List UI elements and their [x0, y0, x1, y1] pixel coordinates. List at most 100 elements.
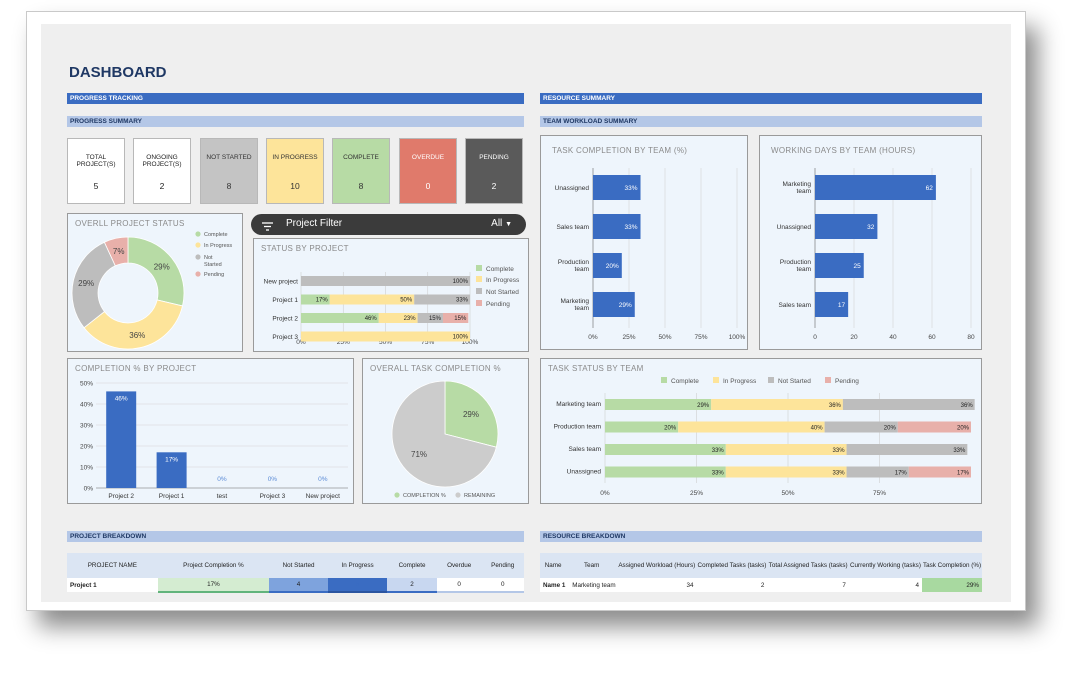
data-label: 0%: [318, 476, 328, 483]
column-header: Complete: [387, 553, 437, 578]
category-label: Project 1: [272, 297, 298, 304]
table-cell: 4: [848, 578, 923, 592]
data-label: 29%: [619, 302, 632, 309]
legend-swatch: [476, 276, 482, 282]
legend-swatch: [195, 271, 201, 277]
task-status-by-team-title: TASK STATUS BY TEAM: [548, 364, 644, 373]
column-header: Pending: [481, 553, 524, 578]
overall-project-status-chart: 29% 36% 29% 7% Complete In Progress NotStarted…: [71, 231, 232, 350]
category-label: Sales team: [556, 224, 589, 231]
category-label: Production team: [554, 424, 601, 431]
bar-segment: [442, 313, 469, 323]
x-tick-label: 100%: [462, 339, 479, 346]
project-filter-label: Project Filter: [286, 218, 343, 229]
pie-slice: [444, 380, 499, 448]
dashboard-sheet: DASHBOARD PROGRESS TRACKING PROGRESS SUM…: [41, 24, 1011, 602]
x-tick-label: 50%: [379, 339, 392, 346]
bar-segment: [605, 399, 712, 410]
resource-breakdown-table: Name Team Assigned Workload (Hours) Complet…: [540, 553, 982, 592]
slice-label: 29%: [78, 279, 94, 288]
category-label: team: [797, 266, 811, 273]
x-tick-label: 0%: [600, 490, 610, 497]
kpi-tile: COMPLETE 8: [332, 138, 390, 204]
column-header: Currently Working (tasks): [848, 553, 923, 578]
data-label: 15%: [429, 316, 442, 322]
table-cell: Project 1: [67, 578, 158, 592]
section-progress-summary: PROGRESS SUMMARY: [67, 116, 524, 127]
category-label: Sales team: [778, 302, 811, 309]
x-tick-label: 100%: [729, 334, 746, 341]
slice-label: 71%: [411, 450, 427, 459]
table-cell: 17%: [157, 578, 270, 593]
legend-swatch: [195, 254, 201, 260]
kpi-label: ONGOING PROJECT(S): [142, 154, 182, 168]
legend-label: Pending: [486, 301, 510, 308]
bar: [815, 214, 878, 239]
bar-segment: [846, 466, 909, 478]
kpi-tile: TOTAL PROJECT(S) 5: [67, 138, 125, 204]
category-label: Unassigned: [567, 469, 602, 476]
overall-project-status-panel: OVERLL PROJECT STATUS 29% 36% 29% 7% Complet…: [67, 213, 243, 352]
category-label: Marketing team: [556, 401, 601, 408]
section-team-workload-summary: TEAM WORKLOAD SUMMARY: [540, 116, 982, 127]
bar-segment: [711, 399, 843, 410]
kpi-value: 0: [425, 181, 431, 191]
data-label: 36%: [961, 403, 974, 409]
table-row: Name 1 Marketing team 34 2 7 4 29%: [540, 578, 982, 592]
data-label: 20%: [884, 426, 897, 432]
data-label: 46%: [365, 316, 378, 322]
legend-swatch: [195, 242, 201, 248]
legend-label: Not Started: [486, 289, 519, 296]
bar: [815, 253, 864, 278]
data-label: 50%: [400, 298, 413, 304]
data-label: 33%: [833, 471, 846, 477]
category-label: test: [217, 493, 228, 500]
overall-task-completion-chart: 29% 71% COMPLETION % REMAINING: [391, 380, 499, 499]
table-cell: 6: [327, 578, 388, 593]
legend-swatch: [661, 377, 667, 383]
donut-slice: [103, 236, 129, 267]
legend-swatch: [476, 300, 482, 306]
table-cell: Name 1: [540, 578, 567, 592]
legend-swatch: [825, 377, 831, 383]
bar-segment: [605, 466, 726, 478]
data-label: 23%: [404, 316, 417, 322]
data-label: 0%: [268, 476, 278, 483]
x-tick-label: 0: [813, 334, 817, 341]
x-tick-label: 25%: [690, 490, 703, 497]
project-filter-select[interactable]: All ▼: [491, 218, 512, 229]
bar: [593, 214, 641, 239]
filter-icon[interactable]: [262, 219, 273, 231]
bar-segment: [329, 294, 415, 305]
kpi-value: 2: [491, 181, 497, 191]
project-filter-bar[interactable]: Project Filter All ▼: [251, 214, 526, 235]
bar: [815, 292, 849, 317]
bar-segment: [378, 313, 418, 323]
category-label: team: [575, 305, 589, 312]
bar-segment: [897, 421, 971, 433]
y-tick-label: 30%: [80, 423, 93, 430]
bar-segment: [417, 313, 443, 323]
overall-task-completion-title: OVERALL TASK COMPLETION %: [370, 364, 501, 373]
category-label: New project: [306, 493, 341, 500]
legend-swatch: [455, 492, 461, 498]
bar-segment: [605, 421, 679, 433]
data-label: 15%: [454, 316, 467, 322]
task-status-by-team-panel: TASK STATUS BY TEAM 0% 25% 50% 75% Complete I…: [540, 358, 982, 504]
kpi-label: IN PROGRESS: [272, 154, 318, 161]
table-cell: 4: [269, 578, 328, 593]
data-label: 33%: [456, 298, 469, 304]
table-cell: 7: [767, 578, 849, 592]
data-label: 20%: [664, 426, 677, 432]
data-label: 62: [926, 185, 934, 192]
legend-label: Not Started: [778, 378, 811, 385]
column-header: Team: [566, 553, 618, 578]
category-label: team: [575, 266, 589, 273]
overall-task-completion-panel: OVERALL TASK COMPLETION % 29% 71% COMPLETI…: [362, 358, 529, 504]
column-header: Name: [540, 553, 567, 578]
x-tick-label: 80: [967, 334, 975, 341]
category-label: team: [797, 188, 811, 195]
project-filter-value: All: [491, 218, 503, 229]
x-tick-label: 25%: [337, 339, 350, 346]
data-label: 29%: [697, 403, 710, 409]
